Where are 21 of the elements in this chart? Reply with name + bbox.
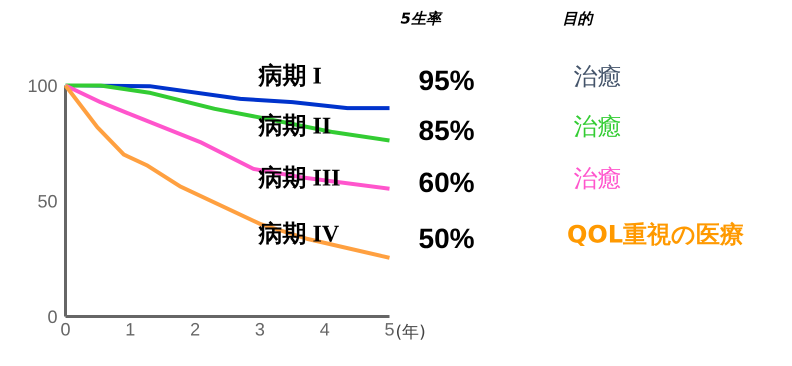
text: 治癒 xyxy=(574,62,622,90)
text: 治癒 xyxy=(574,112,622,140)
text: 5生率 xyxy=(400,10,443,28)
x-tick-label: 3 xyxy=(254,320,265,340)
text: 60% xyxy=(418,167,475,198)
x-axis-title: (年) xyxy=(396,322,426,342)
x-tick-label: 1 xyxy=(125,320,136,340)
text: 50% xyxy=(418,223,475,254)
text: 85% xyxy=(418,115,475,146)
y-tick-label: 100 xyxy=(27,76,58,96)
y-tick-label: 50 xyxy=(37,192,58,212)
text: 95% xyxy=(418,65,475,96)
x-tick-label: 0 xyxy=(60,320,71,340)
x-tick-label: 5 xyxy=(384,320,395,340)
text: 治癒 xyxy=(574,164,622,192)
x-tick-label: 4 xyxy=(320,320,330,340)
x-tick-label: 2 xyxy=(190,320,200,340)
text: 目的 xyxy=(562,10,594,28)
text: QOL重視の医療 xyxy=(566,220,744,248)
annotation: 病期 I xyxy=(258,62,322,90)
y-tick-label: 0 xyxy=(47,307,58,327)
